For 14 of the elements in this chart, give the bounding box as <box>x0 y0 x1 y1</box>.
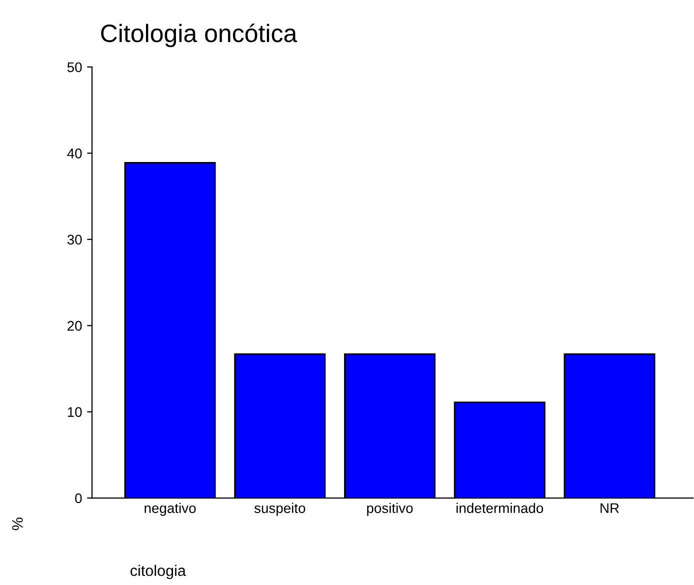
y-tick-label: 30 <box>67 234 82 245</box>
y-axis-title: % <box>12 518 23 530</box>
x-tick-label: positivo <box>367 502 413 516</box>
y-tick-label: 50 <box>67 62 82 72</box>
y-tick-label: 40 <box>67 148 82 158</box>
y-tick-label: 10 <box>68 407 82 417</box>
x-tick-label: negativo <box>144 502 196 516</box>
x-tick-label: indeterminado <box>456 502 544 514</box>
x-axis-title: citologia <box>130 564 186 580</box>
chart-title: Citologia oncótica <box>101 24 298 48</box>
x-tick-label: NR <box>600 503 619 513</box>
x-tick-label: suspeito <box>254 502 306 516</box>
y-tick-label: 0 <box>75 493 82 504</box>
y-tick-label: 20 <box>68 320 82 331</box>
